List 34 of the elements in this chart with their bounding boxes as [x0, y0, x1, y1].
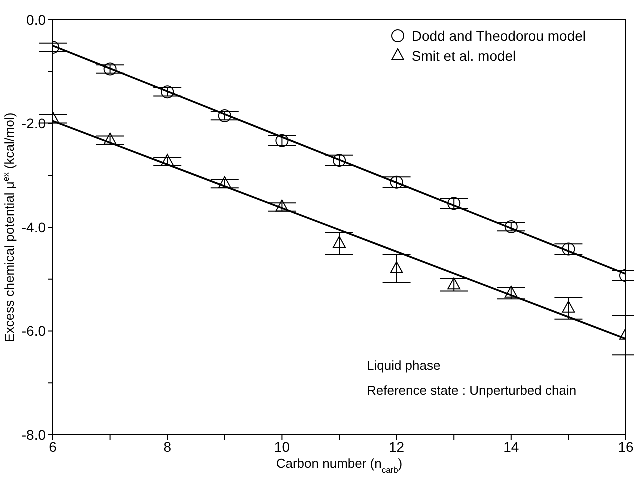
point — [104, 132, 117, 145]
x-tick-label: 16 — [618, 438, 634, 455]
point — [562, 300, 576, 313]
point — [218, 109, 232, 122]
point — [161, 154, 174, 166]
point — [161, 86, 174, 99]
point — [333, 236, 346, 248]
point — [276, 134, 289, 148]
x-tick-label: 6 — [49, 438, 58, 455]
point — [104, 62, 117, 76]
x-tick-label: 10 — [274, 438, 290, 455]
legend-label: Dodd and Theodorou model — [412, 28, 586, 44]
y-tick-label: -6.0 — [22, 323, 46, 340]
point — [333, 154, 346, 168]
point — [390, 262, 404, 274]
point — [218, 176, 232, 188]
x-tick-label: 8 — [164, 438, 172, 455]
point — [504, 286, 518, 298]
point — [504, 220, 518, 234]
y-tick-label: -2.0 — [22, 116, 46, 132]
y-tick-label: -8.0 — [22, 426, 46, 443]
point — [276, 200, 289, 212]
annotation: Liquid phase — [367, 358, 441, 373]
annotation: Reference state : Unperturbed chain — [367, 383, 577, 398]
point — [562, 242, 576, 256]
x-axis-title: Carbon number (n$_{carb}$) — [276, 456, 403, 475]
y-tick-label: 0.0 — [26, 12, 46, 28]
x-tick-label: 12 — [389, 438, 405, 455]
point — [448, 278, 461, 290]
y-tick-label: -4.0 — [22, 219, 46, 236]
x-tick-label: 14 — [504, 438, 520, 455]
point — [448, 197, 461, 210]
point — [390, 176, 404, 189]
legend-label: Smit et al. model — [412, 48, 516, 64]
